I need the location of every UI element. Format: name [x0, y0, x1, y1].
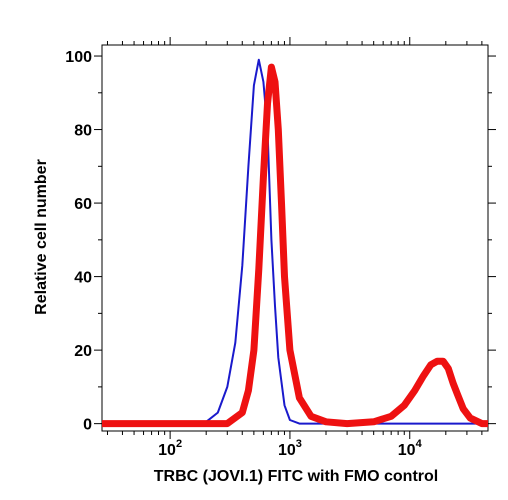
x-tick-label: 103	[278, 438, 302, 459]
tick-labels: 020406080100102103104105	[65, 49, 423, 459]
y-tick-label: 100	[65, 49, 92, 66]
axis-ticks	[94, 37, 496, 439]
y-tick-label: 80	[74, 123, 92, 140]
y-tick-label: 0	[83, 417, 92, 434]
y-tick-label: 20	[74, 343, 92, 360]
x-axis-title: TRBC (JOVI.1) FITC with FMO control	[154, 468, 438, 485]
y-axis-title: Relative cell number	[33, 159, 50, 315]
series-line-2	[102, 63, 488, 428]
y-tick-label: 60	[74, 196, 92, 213]
x-tick-label: 104	[398, 438, 423, 459]
series-lines	[102, 58, 488, 428]
y-tick-label: 40	[74, 270, 92, 287]
plot-frame	[101, 44, 489, 432]
series-line-1	[102, 58, 488, 425]
x-tick-label: 102	[158, 438, 182, 459]
